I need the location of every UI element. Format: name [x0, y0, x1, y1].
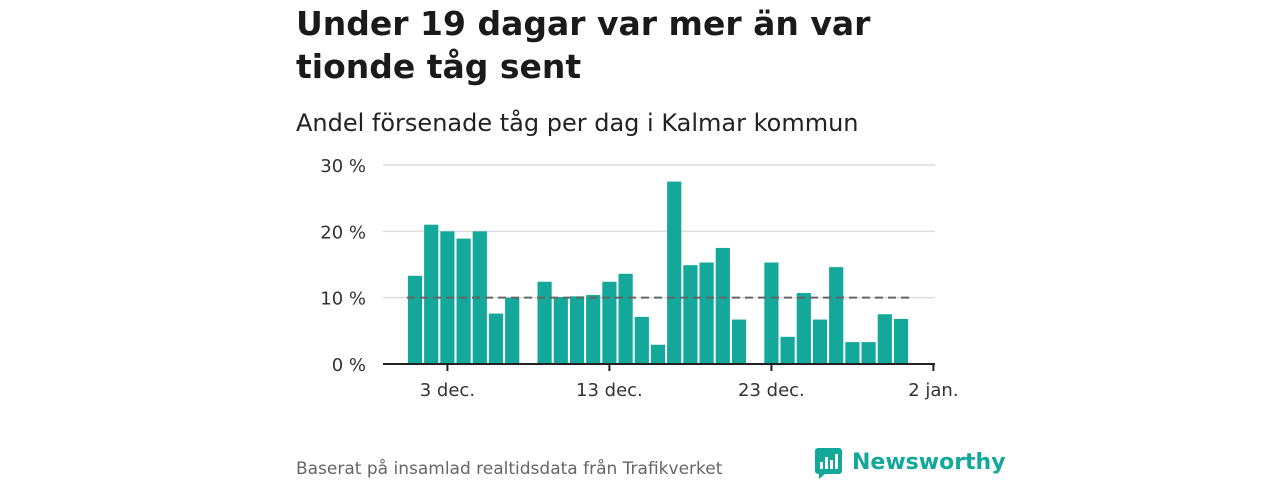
bar-chart: 0 % 10 % 20 % 30 % 3 dec. 13 dec. 23 dec. 2 ja…: [320, 156, 959, 401]
x-axis: [383, 363, 935, 371]
bar-day-29: [861, 342, 876, 364]
source-note: Baserat på insamlad realtidsdata från Tr…: [296, 459, 723, 479]
x-tick-label: 13 dec.: [576, 380, 643, 401]
bar-day-28: [845, 342, 860, 364]
bar-day-7: [505, 297, 520, 364]
bar-day-14: [618, 273, 633, 364]
bar-day-12: [586, 295, 601, 364]
bar-day-9: [537, 281, 552, 364]
bar-day-27: [829, 267, 844, 364]
bar-day-16: [650, 344, 666, 364]
x-axis-tick-labels: 3 dec. 13 dec. 23 dec. 2 jan.: [420, 380, 959, 401]
bar-day-1: [407, 275, 423, 364]
bar-day-6: [488, 313, 504, 364]
bar-day-10: [553, 297, 568, 364]
bar-day-23: [764, 262, 779, 364]
bar-day-25: [796, 293, 811, 364]
bar-day-2: [424, 224, 439, 364]
y-tick-label: 0 %: [332, 355, 366, 376]
bar-day-15: [634, 316, 649, 364]
y-tick-label: 30 %: [320, 156, 366, 177]
bar-day-26: [812, 319, 828, 364]
y-tick-label: 10 %: [320, 289, 366, 310]
bar-day-4: [456, 238, 471, 364]
chart-subtitle: Andel försenade tåg per dag i Kalmar kom…: [296, 109, 859, 137]
y-axis-tick-labels: 0 % 10 % 20 % 30 %: [320, 156, 366, 376]
bar-day-11: [569, 296, 585, 364]
bar-day-20: [715, 247, 730, 364]
bar-day-18: [683, 265, 698, 364]
chart-title: Under 19 dagar var mer än var tionde tåg…: [296, 4, 871, 86]
bar-day-19: [699, 262, 714, 364]
bar-day-21: [731, 319, 747, 364]
bar-day-30: [877, 314, 892, 364]
y-tick-label: 20 %: [320, 222, 366, 243]
brand-name: Newsworthy: [852, 450, 1006, 475]
bar-chart-speech-bubble-icon: [815, 447, 842, 479]
bar-day-31: [893, 318, 909, 364]
bar-day-13: [602, 281, 617, 364]
x-tick-label: 23 dec.: [738, 380, 805, 401]
x-tick-label: 2 jan.: [908, 380, 958, 401]
newsworthy-logo: Newsworthy: [815, 446, 1006, 480]
x-tick-label: 3 dec.: [420, 380, 475, 401]
bar-day-17: [667, 181, 682, 364]
bars: [407, 181, 909, 364]
bar-day-24: [780, 336, 795, 364]
